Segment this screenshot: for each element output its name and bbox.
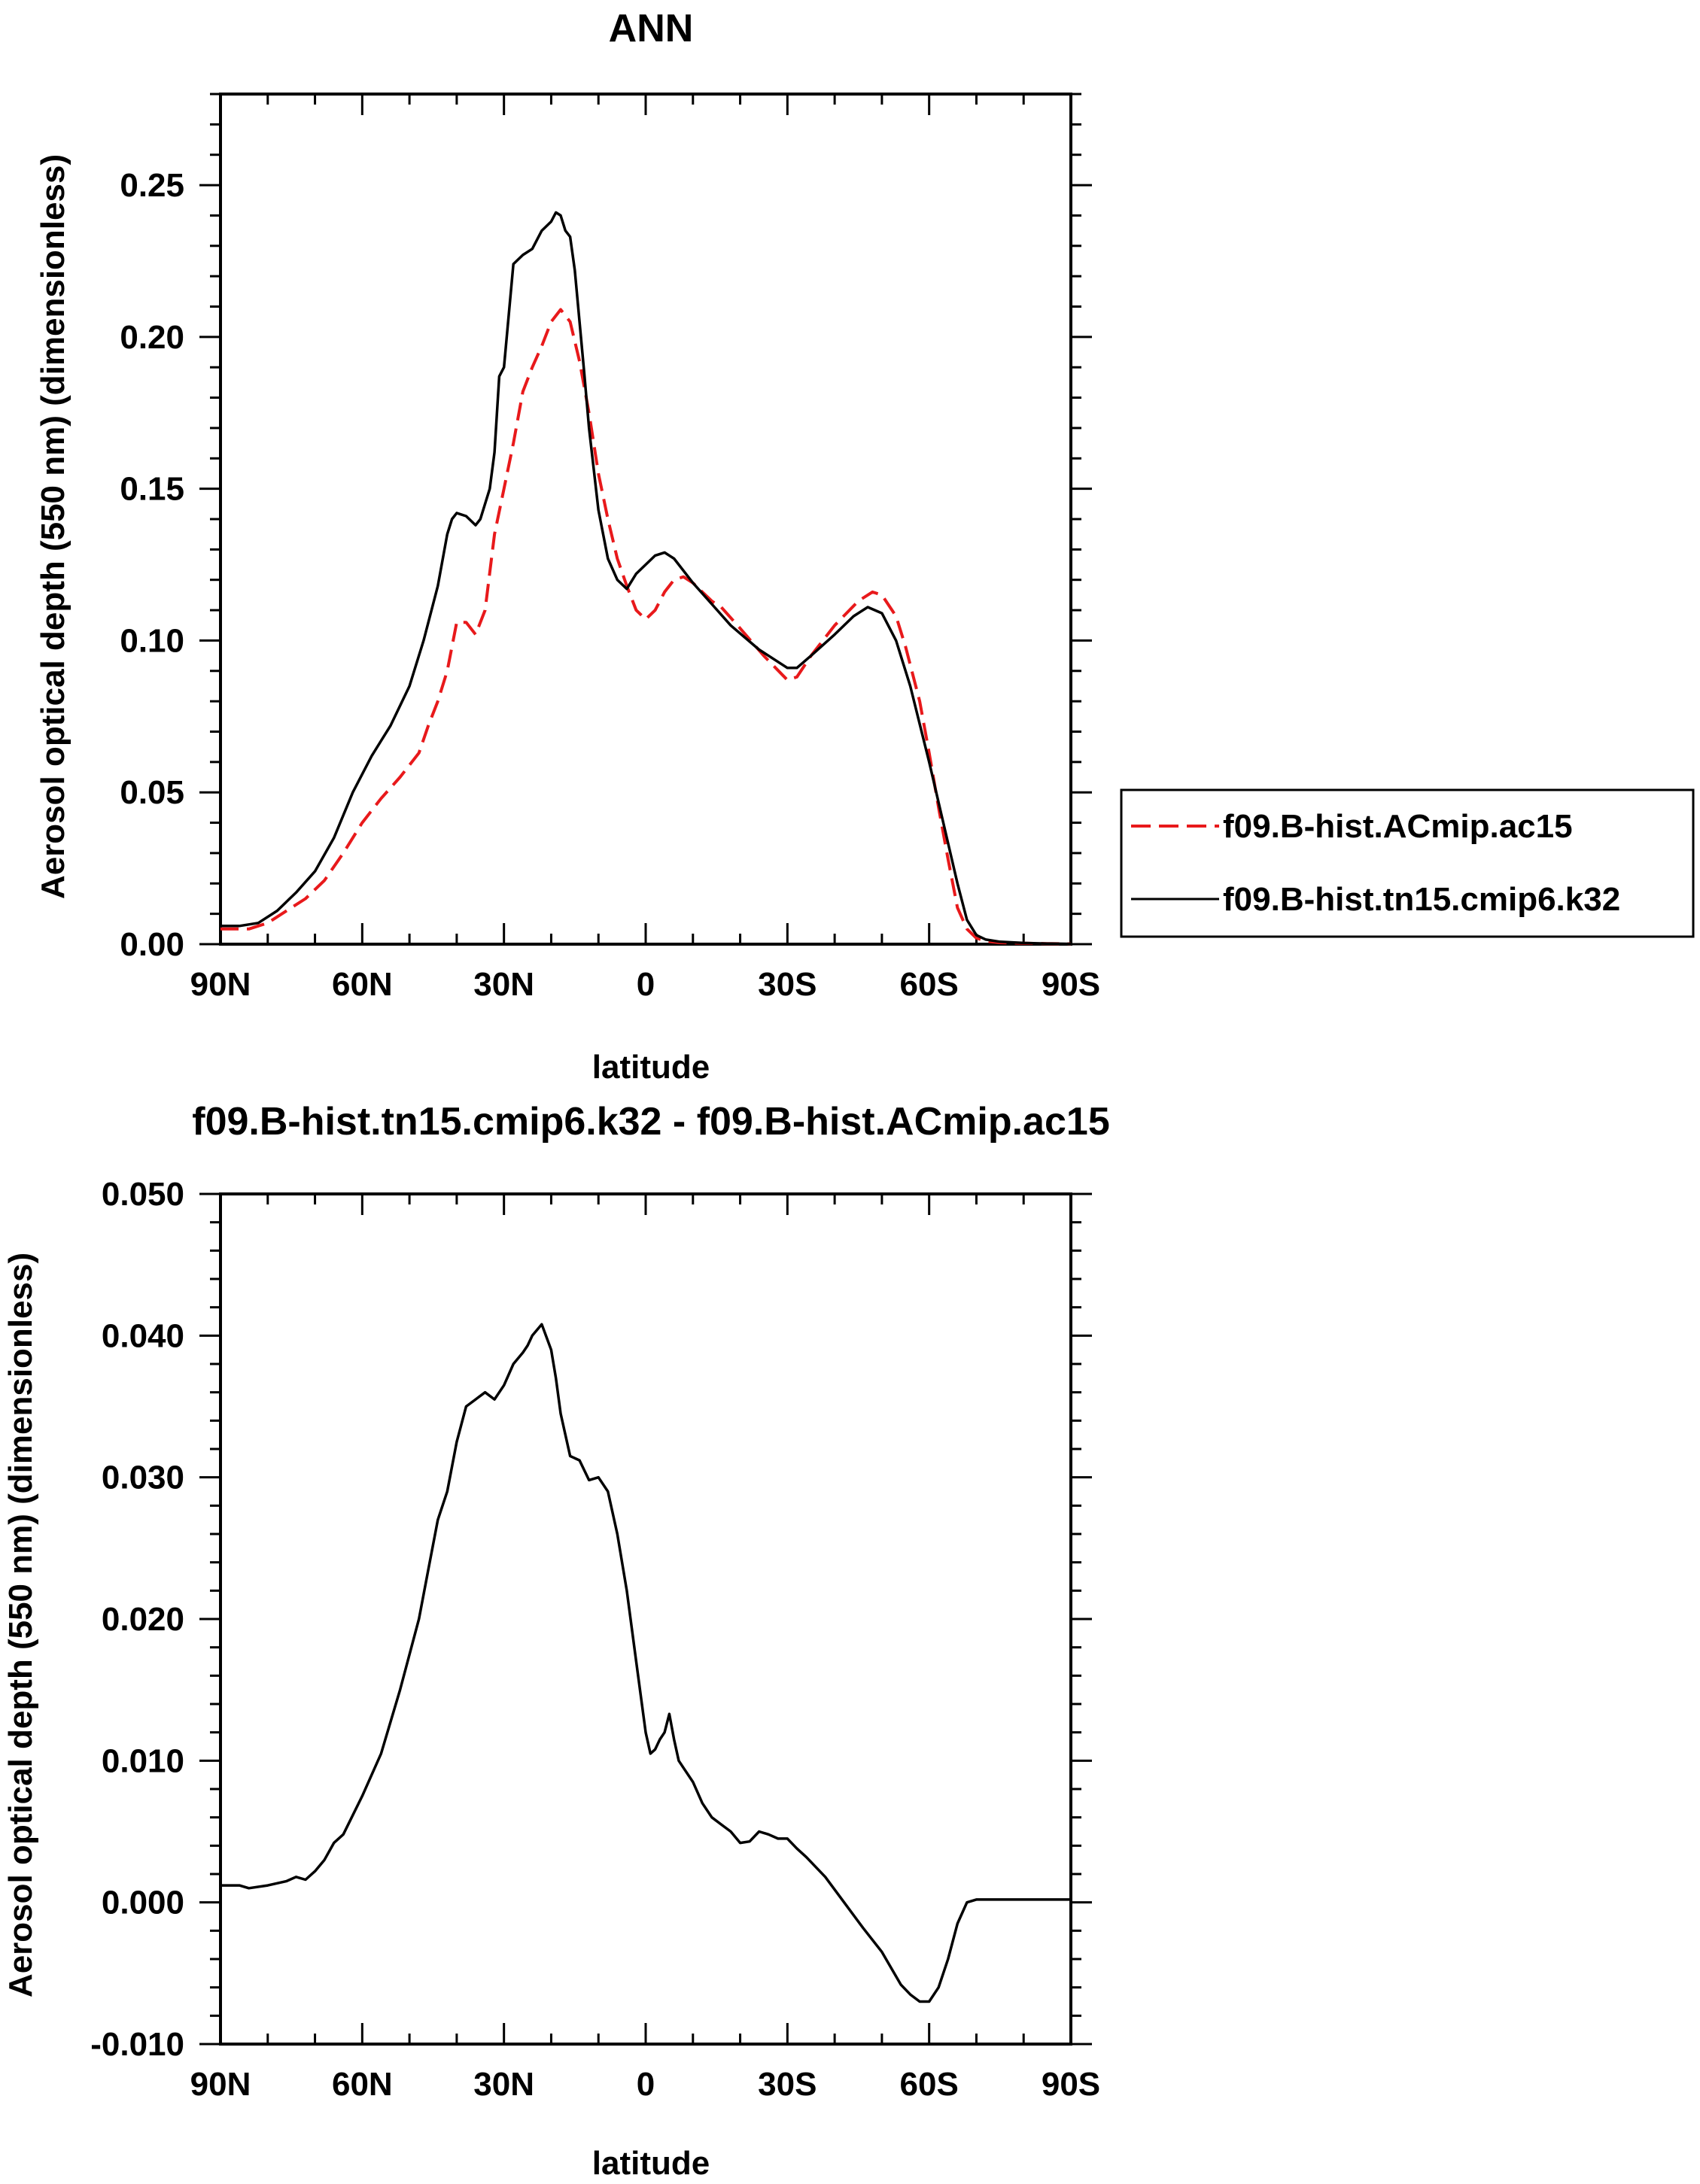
bottom-plot-frame [219,1192,1072,2046]
bottom-y-tick-label: 0.030 [102,1460,184,1496]
bottom-x-axis-label: latitude [592,2145,710,2182]
top-x-tick-label: 90S [1042,966,1100,1003]
bottom-x-tick-label: 0 [637,2066,655,2103]
bottom-y-tick-label: 0.050 [102,1176,184,1213]
top-y-tick-label: 0.10 [120,622,184,659]
bottom-y-tick-label: 0.040 [102,1317,184,1354]
bottom-x-tick-label: 90S [1042,2066,1100,2103]
bottom-x-tick-label: 30N [473,2066,534,2103]
bottom-y-tick-label: -0.010 [90,2026,184,2063]
top-y-tick-label: 0.20 [120,319,184,356]
legend-label-ac15: f09.B-hist.ACmip.ac15 [1223,808,1573,845]
bottom-panel: f09.B-hist.tn15.cmip6.k32 - f09.B-hist.A… [2,1100,1110,2182]
top-series-line-2 [220,211,1072,946]
bottom-x-tick-label: 30S [758,2066,817,2103]
top-plot-area: 90N 60N 30N 0 30S 60S 90S 0.00 0.05 0.10 0.15 0.20 0… [120,93,1100,1003]
bottom-plot-area: 90N 60N 30N 0 30S 60S 90S -0.010 0.000 0.010 0.020… [90,1176,1100,2103]
top-y-tick-label: 0.15 [120,471,184,508]
legend-box [1120,788,1695,938]
bottom-series-line-1 [220,1323,1071,2003]
bottom-y-tick-label: 0.020 [102,1601,184,1638]
bottom-x-tick-label: 90N [190,2066,251,2103]
bottom-y-tick-label: 0.010 [102,1742,184,1779]
top-x-tick-label: 60N [332,966,393,1003]
bottom-x-tick-label: 60S [900,2066,959,2103]
top-y-axis-label: Aerosol optical depth (550 nm) (dimensio… [35,154,71,899]
top-x-tick-label: 30N [473,966,534,1003]
top-plot-frame [219,93,1072,946]
bottom-x-tick-label: 60N [332,2066,393,2103]
top-x-tick-label: 30S [758,966,817,1003]
legend: f09.B-hist.ACmip.ac15 f09.B-hist.tn15.cm… [1120,788,1695,938]
top-x-tick-label: 90N [190,966,251,1003]
top-series-line-1 [220,308,1072,946]
top-chart-title: ANN [609,7,694,50]
top-x-tick-label: 60S [900,966,959,1003]
bottom-y-axis-label: Aerosol optical depth (550 nm) (dimensio… [2,1253,39,1997]
top-x-axis-label: latitude [592,1049,710,1086]
top-panel: ANN 90N 60N 30N 0 30S 60S 90S 0.00 0.05 0.10 0.15 0… [35,7,1695,1086]
top-x-tick-label: 0 [637,966,655,1003]
bottom-chart-title: f09.B-hist.tn15.cmip6.k32 - f09.B-hist.A… [192,1100,1110,1144]
bottom-y-tick-label: 0.000 [102,1885,184,1921]
top-y-tick-label: 0.05 [120,774,184,811]
top-y-tick-label: 0.00 [120,926,184,963]
legend-label-k32: f09.B-hist.tn15.cmip6.k32 [1223,881,1620,918]
top-y-tick-label: 0.25 [120,167,184,204]
